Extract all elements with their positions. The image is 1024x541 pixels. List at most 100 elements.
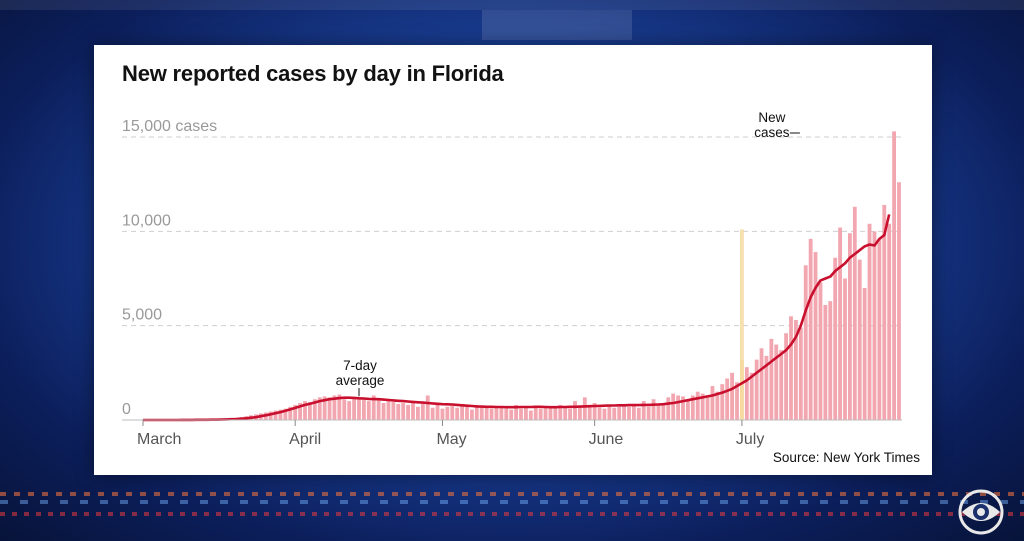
bar	[656, 404, 661, 420]
chart-card: New reported cases by day in Florida 0 5,…	[94, 45, 932, 475]
bar	[823, 304, 828, 420]
bar	[887, 223, 892, 420]
bar	[641, 401, 646, 420]
bar	[283, 408, 288, 420]
bar	[430, 407, 435, 420]
bar	[361, 399, 366, 420]
bar	[843, 278, 847, 420]
bar	[450, 405, 455, 420]
chart-plot: 0 5,000 10,000 15,000 cases March April May Jun…	[122, 110, 902, 448]
bar	[597, 407, 602, 420]
highlight-bar	[739, 229, 744, 420]
bar	[519, 408, 523, 420]
bar	[710, 386, 715, 420]
bar	[759, 348, 764, 420]
bar	[676, 395, 681, 420]
bar	[789, 316, 793, 420]
bar	[484, 406, 489, 420]
bar	[396, 403, 401, 420]
bar	[317, 397, 322, 420]
bar	[548, 407, 553, 420]
bar	[774, 344, 779, 420]
bar	[327, 397, 332, 420]
cbs-eye-icon	[958, 489, 1004, 535]
bar	[460, 404, 465, 420]
x-tick-label: July	[736, 431, 764, 448]
bar	[838, 227, 843, 420]
bar	[440, 408, 445, 420]
bar	[273, 410, 278, 420]
bar	[401, 403, 406, 420]
bar	[720, 384, 725, 420]
annotation-text: average	[336, 373, 385, 388]
bar	[337, 394, 342, 420]
bar	[538, 408, 543, 420]
bar	[391, 402, 396, 420]
bar	[735, 382, 739, 420]
bar	[685, 399, 690, 420]
bar	[671, 393, 676, 420]
x-tick-label: June	[589, 431, 624, 448]
bar	[779, 350, 784, 420]
bar	[293, 404, 298, 420]
bar	[798, 327, 803, 420]
bar	[784, 333, 789, 420]
bar	[445, 406, 450, 420]
bar	[381, 403, 386, 420]
bar	[651, 399, 656, 420]
bar	[352, 398, 357, 420]
bar	[833, 257, 838, 420]
bar	[415, 406, 420, 420]
bar	[425, 395, 430, 420]
bar	[357, 397, 361, 420]
y-tick-label: 0	[122, 401, 131, 418]
bar	[573, 401, 577, 420]
bar	[627, 406, 631, 420]
bar	[872, 231, 877, 420]
x-tick-label: May	[436, 431, 466, 448]
bar	[847, 233, 852, 420]
bar	[577, 406, 582, 420]
bar	[882, 204, 887, 420]
bar	[666, 397, 671, 420]
bar	[479, 405, 484, 420]
bar	[347, 401, 352, 420]
bar	[509, 409, 514, 420]
bar	[307, 402, 312, 420]
bar	[371, 395, 376, 420]
bar	[754, 359, 759, 420]
bar	[681, 396, 685, 420]
bar	[455, 407, 460, 420]
bar	[533, 405, 538, 420]
annotation-text: 7-day	[343, 358, 377, 373]
chart-title: New reported cases by day in Florida	[122, 61, 504, 86]
annotation-text: New	[758, 110, 785, 125]
y-tick-label: 5,000	[122, 307, 162, 324]
bar	[494, 407, 499, 420]
bar	[489, 408, 494, 420]
bar	[828, 301, 833, 420]
bar	[857, 259, 862, 420]
bar	[607, 404, 612, 420]
bar	[582, 397, 587, 420]
bar	[631, 403, 636, 420]
bar	[744, 367, 749, 420]
bar	[558, 404, 563, 420]
bar	[769, 338, 774, 420]
bar	[592, 403, 597, 420]
y-tick-label: 10,000	[122, 212, 171, 229]
bar	[852, 206, 857, 420]
bar	[465, 406, 469, 420]
y-tick-label: 15,000 cases	[122, 118, 217, 135]
bar	[612, 407, 617, 420]
bar	[730, 372, 735, 420]
bar	[764, 355, 769, 420]
bar	[705, 396, 710, 420]
bar	[514, 404, 519, 420]
bar	[862, 287, 867, 420]
bar	[543, 406, 548, 420]
bar	[528, 410, 533, 420]
bar	[523, 407, 528, 420]
bar	[892, 131, 897, 420]
bar	[278, 409, 283, 420]
